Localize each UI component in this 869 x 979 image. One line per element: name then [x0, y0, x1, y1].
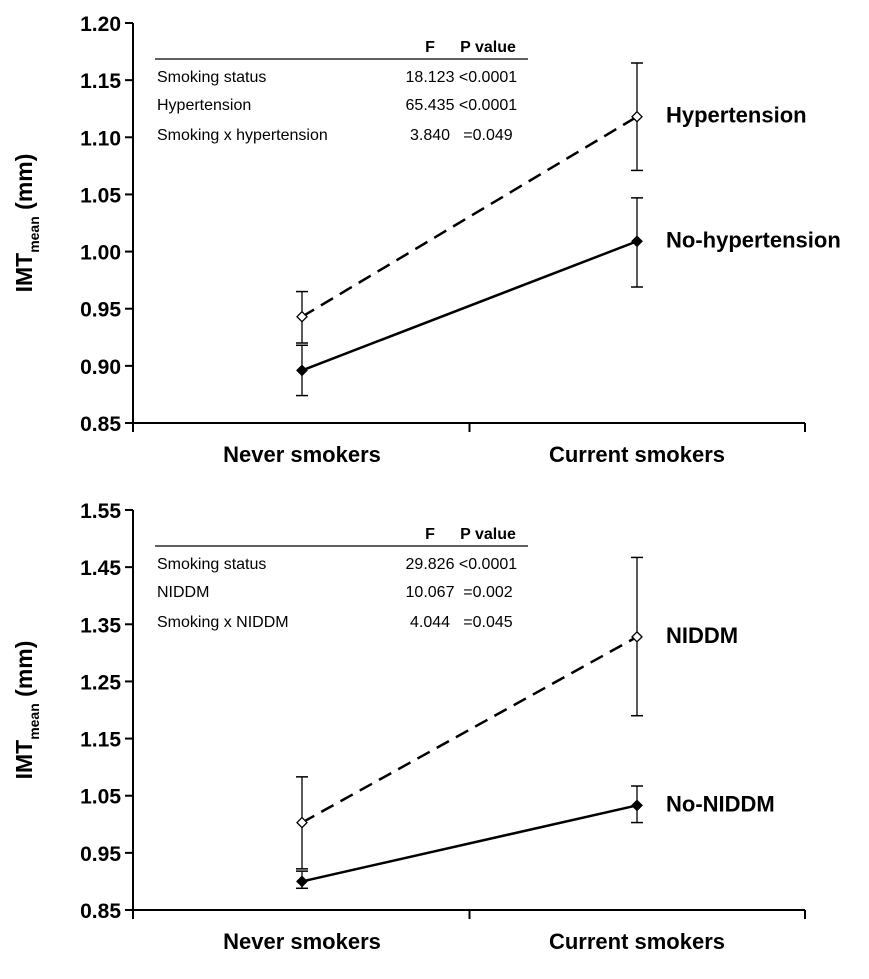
series-line-dashed	[301, 635, 638, 824]
chart-panel-hypertension: 0.85 0.90 0.95 1.00 1.05 1.10 1.15 1.20 IMTmean …	[0, 0, 869, 487]
y-tick-label: 0.85	[80, 413, 121, 436]
x-category-label: Current smokers	[549, 442, 725, 467]
series-label: Hypertension	[666, 103, 807, 128]
y-tick-label: 1.35	[80, 614, 121, 637]
data-point-marker	[296, 816, 308, 829]
y-tick-label: 0.95	[80, 843, 121, 866]
chart-svg-niddm: 0.85 0.95 1.05 1.15 1.25 1.35 1.45 1.55 IMTmean …	[11, 500, 806, 954]
data-point-marker	[296, 364, 308, 377]
x-category-label: Never smokers	[223, 929, 381, 954]
stats-row-p: =0.002	[463, 584, 512, 601]
y-axis-title: IMTmean (mm)	[11, 641, 42, 780]
y-tick-label: 1.20	[80, 13, 121, 36]
chart-svg-hypertension: 0.85 0.90 0.95 1.00 1.05 1.10 1.15 1.20 IMTmean …	[11, 13, 841, 467]
y-axis-title-subscript: mean	[26, 216, 42, 253]
stats-header-pvalue: P value	[460, 526, 516, 543]
stats-row-f: 65.435	[406, 97, 455, 114]
data-point-marker	[296, 875, 308, 888]
stats-row-label: Smoking status	[157, 69, 266, 86]
y-axis-title-unit: (mm)	[11, 154, 37, 217]
stats-row-label: Hypertension	[157, 97, 251, 114]
x-category-label: Never smokers	[223, 442, 381, 467]
series-label: No-hypertension	[666, 227, 841, 252]
series-line-dashed	[301, 115, 638, 318]
y-tick-label: 1.45	[80, 557, 121, 580]
data-point-marker	[631, 799, 643, 812]
stats-header-f: F	[425, 39, 435, 56]
y-tick-label: 1.15	[80, 70, 121, 93]
y-tick-label: 1.05	[80, 786, 121, 809]
stats-row-f: 3.840	[410, 127, 450, 144]
stats-row-f: 4.044	[410, 614, 450, 631]
stats-row-p: <0.0001	[459, 97, 517, 114]
stats-row-label: Smoking x hypertension	[157, 127, 328, 144]
data-point-marker	[631, 110, 643, 123]
data-point-marker	[296, 310, 308, 323]
y-axis-title: IMTmean (mm)	[11, 154, 42, 293]
stats-row-label: Smoking x NIDDM	[157, 614, 289, 631]
stats-row-p: <0.0001	[459, 69, 517, 86]
x-category-label: Current smokers	[549, 929, 725, 954]
stats-row-p: =0.045	[463, 614, 512, 631]
y-tick-label: 1.15	[80, 729, 121, 752]
y-axis-title-subscript: mean	[26, 703, 42, 740]
stats-row-p: =0.049	[463, 127, 512, 144]
y-axis-title-main: IMT	[11, 253, 37, 293]
y-axis-title-unit: (mm)	[11, 641, 37, 704]
y-tick-label: 1.00	[80, 242, 121, 265]
y-tick-label: 1.25	[80, 671, 121, 694]
stats-row-f: 18.123	[406, 69, 455, 86]
y-tick-label: 1.10	[80, 127, 121, 150]
series-line-solid	[301, 804, 638, 883]
stats-row-label: Smoking status	[157, 556, 266, 573]
stats-header-pvalue: P value	[460, 39, 516, 56]
stats-row-label: NIDDM	[157, 584, 209, 601]
stats-row-p: <0.0001	[459, 556, 517, 573]
y-tick-label: 1.05	[80, 184, 121, 207]
data-point-marker	[631, 235, 643, 248]
stats-row-f: 29.826	[406, 556, 455, 573]
series-line-solid	[301, 240, 638, 372]
y-tick-label: 0.90	[80, 356, 121, 379]
y-tick-label: 0.85	[80, 900, 121, 923]
series-label: No-NIDDM	[666, 791, 775, 816]
y-axis-title-main: IMT	[11, 740, 37, 780]
stats-header-f: F	[425, 526, 435, 543]
series-label: NIDDM	[666, 623, 738, 648]
data-point-marker	[631, 630, 643, 643]
stats-row-f: 10.067	[406, 584, 455, 601]
y-tick-label: 0.95	[80, 299, 121, 322]
chart-panel-niddm: 0.85 0.95 1.05 1.15 1.25 1.35 1.45 1.55 IMTmean …	[0, 487, 869, 974]
y-tick-label: 1.55	[80, 500, 121, 523]
